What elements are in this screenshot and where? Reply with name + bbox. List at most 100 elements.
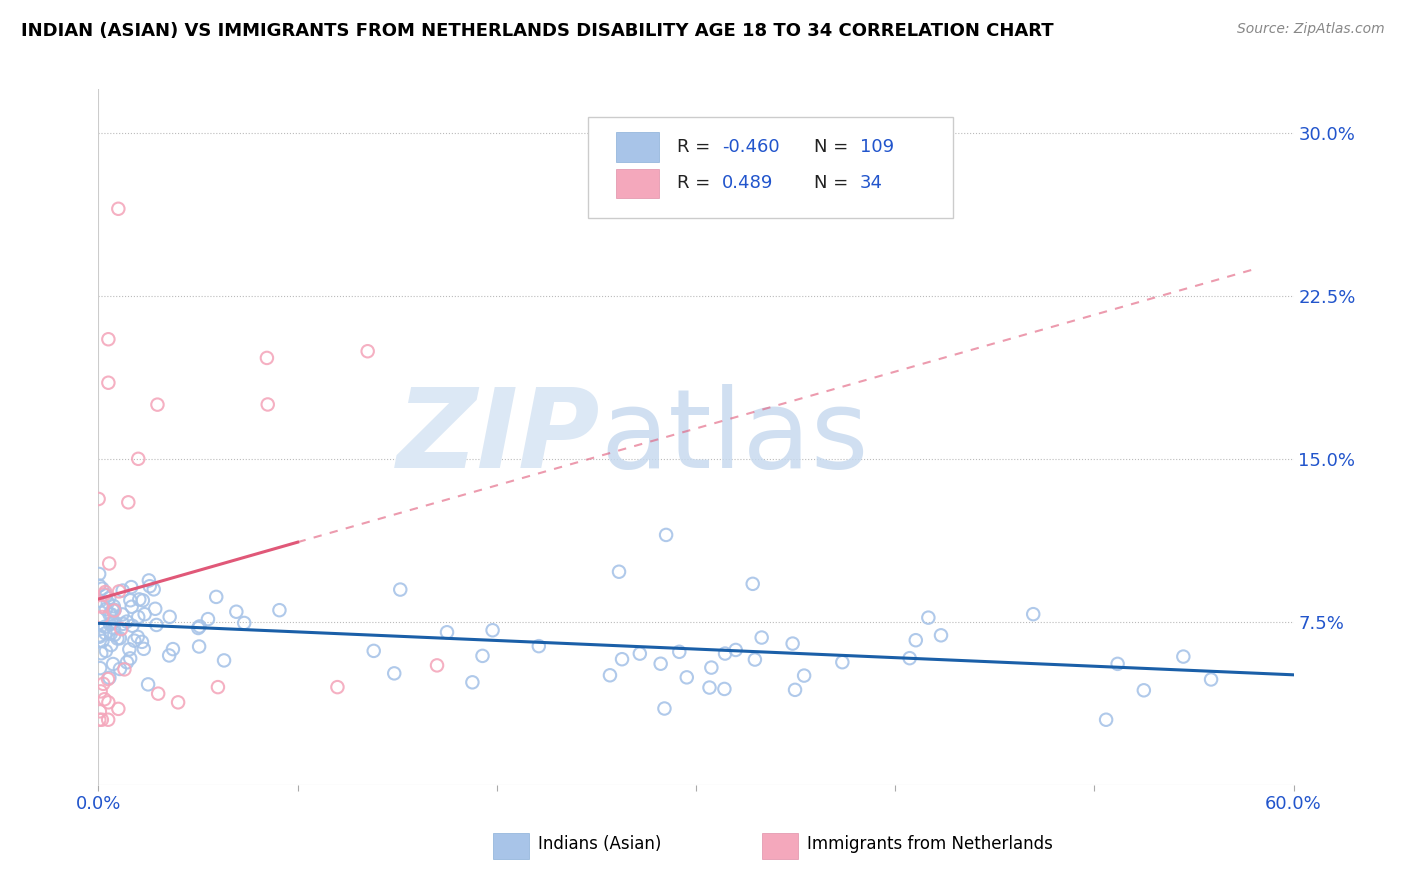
Point [782, 636, 804, 650]
Text: R =: R = [676, 174, 721, 192]
Point [120, 580, 142, 594]
Point [157, 648, 180, 663]
Point [917, 610, 939, 624]
Point [87, 491, 110, 506]
Point [108, 662, 131, 676]
FancyBboxPatch shape [494, 833, 529, 859]
Text: Immigrants from Netherlands: Immigrants from Netherlands [807, 835, 1053, 853]
Point [207, 680, 229, 694]
Point [751, 631, 773, 645]
Point [138, 574, 160, 588]
Point [356, 344, 378, 359]
Point [98, 607, 121, 622]
Point [607, 565, 630, 579]
FancyBboxPatch shape [616, 169, 659, 198]
Point [700, 660, 723, 674]
Point [831, 655, 853, 669]
Point [187, 621, 209, 635]
Point [89, 628, 111, 642]
Point [93, 587, 115, 601]
Point [97, 332, 120, 346]
Point [107, 632, 129, 646]
Point [104, 603, 127, 617]
Point [101, 615, 124, 630]
Point [162, 642, 184, 657]
Text: Indians (Asian): Indians (Asian) [538, 835, 662, 853]
Point [363, 644, 385, 658]
FancyBboxPatch shape [589, 117, 953, 218]
Text: 34: 34 [859, 174, 883, 192]
Point [143, 601, 166, 615]
Point [628, 647, 651, 661]
Point [100, 638, 122, 652]
Point [233, 615, 256, 630]
Point [100, 626, 122, 640]
Point [269, 603, 291, 617]
Point [97, 695, 120, 709]
Point [98, 617, 121, 632]
Point [256, 397, 278, 411]
Point [132, 593, 155, 607]
Point [527, 639, 550, 653]
Point [436, 625, 458, 640]
Point [97, 672, 120, 686]
Point [103, 599, 125, 614]
Point [471, 648, 494, 663]
Point [1022, 607, 1045, 622]
Point [89, 704, 111, 718]
Point [256, 351, 278, 365]
Point [97, 713, 120, 727]
Text: INDIAN (ASIAN) VS IMMIGRANTS FROM NETHERLANDS DISABILITY AGE 18 TO 34 CORRELATIO: INDIAN (ASIAN) VS IMMIGRANTS FROM NETHER… [21, 22, 1053, 40]
Point [650, 657, 672, 671]
Point [212, 653, 235, 667]
Point [94, 602, 117, 616]
Point [90, 599, 112, 614]
Point [610, 652, 633, 666]
Point [1133, 683, 1156, 698]
Point [94, 644, 117, 658]
Point [111, 607, 134, 622]
Text: 109: 109 [859, 138, 894, 156]
Point [115, 615, 138, 629]
Point [101, 603, 124, 617]
Point [654, 701, 676, 715]
Point [599, 668, 621, 682]
Point [741, 577, 763, 591]
Point [1173, 649, 1195, 664]
Point [146, 398, 169, 412]
Point [120, 651, 142, 665]
Point [904, 633, 927, 648]
Point [145, 618, 167, 632]
Point [127, 630, 149, 644]
Point [148, 687, 170, 701]
Point [94, 589, 117, 603]
Point [93, 692, 115, 706]
Point [100, 607, 122, 622]
Point [97, 376, 120, 390]
Point [134, 607, 156, 622]
Point [1107, 657, 1129, 671]
Point [128, 592, 150, 607]
Point [97, 595, 120, 609]
Point [167, 695, 190, 709]
Point [136, 677, 159, 691]
Point [89, 566, 111, 581]
Point [382, 666, 405, 681]
Point [675, 670, 697, 684]
Point [107, 702, 129, 716]
Text: 0.489: 0.489 [723, 174, 773, 192]
Point [103, 628, 125, 642]
Point [112, 616, 135, 631]
Point [89, 593, 111, 607]
Point [98, 591, 121, 605]
Point [111, 583, 134, 598]
Point [929, 628, 952, 642]
Point [714, 647, 737, 661]
Point [101, 657, 124, 671]
Point [744, 652, 766, 666]
Point [1095, 713, 1118, 727]
FancyBboxPatch shape [616, 132, 659, 161]
Point [94, 626, 117, 640]
Point [389, 582, 412, 597]
Point [142, 582, 165, 597]
